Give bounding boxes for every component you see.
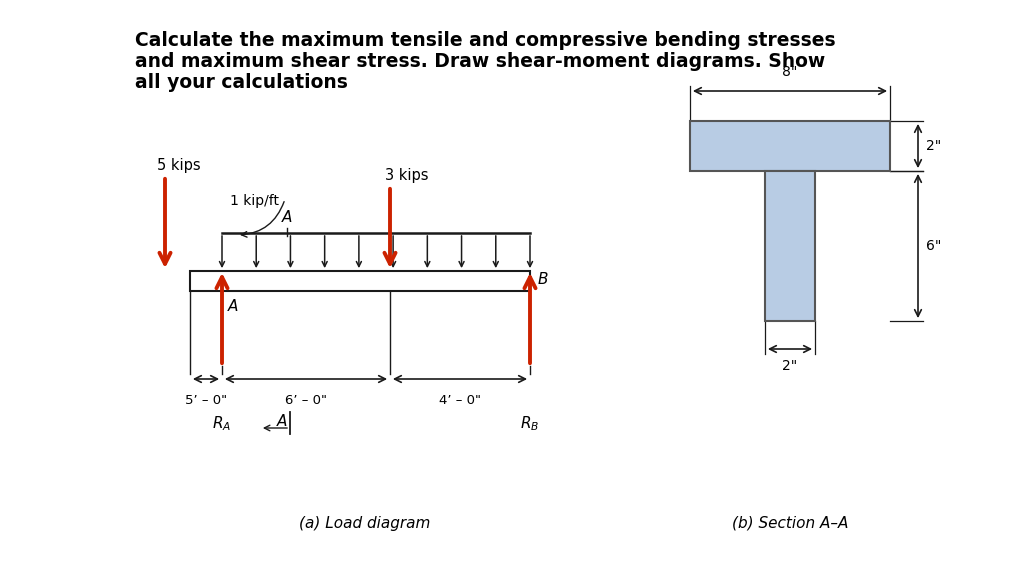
- Text: Calculate the maximum tensile and compressive bending stresses: Calculate the maximum tensile and compre…: [135, 31, 836, 50]
- Text: B: B: [538, 271, 549, 286]
- Text: (b) Section A–A: (b) Section A–A: [732, 516, 848, 531]
- Text: A: A: [276, 414, 287, 429]
- Text: $R_B$: $R_B$: [520, 414, 540, 433]
- Text: 8": 8": [782, 65, 798, 79]
- Text: 4’ – 0": 4’ – 0": [439, 394, 481, 407]
- Text: all your calculations: all your calculations: [135, 73, 348, 92]
- Bar: [690, 121, 890, 171]
- Text: 2": 2": [926, 139, 941, 153]
- Text: A: A: [282, 210, 292, 225]
- Text: 5 kips: 5 kips: [157, 158, 201, 173]
- Text: (a) Load diagram: (a) Load diagram: [299, 516, 431, 531]
- Text: 5’ – 0": 5’ – 0": [185, 394, 227, 407]
- Bar: [190, 271, 530, 291]
- Bar: [765, 171, 815, 321]
- Text: A: A: [228, 299, 239, 314]
- Text: 6’ – 0": 6’ – 0": [285, 394, 327, 407]
- Text: 6": 6": [926, 239, 941, 253]
- Text: and maximum shear stress. Draw shear-moment diagrams. Show: and maximum shear stress. Draw shear-mom…: [135, 52, 825, 71]
- Text: 2": 2": [782, 359, 798, 373]
- Text: $R_A$: $R_A$: [212, 414, 231, 433]
- Text: 1 kip/ft: 1 kip/ft: [230, 194, 279, 208]
- Text: 3 kips: 3 kips: [385, 168, 428, 183]
